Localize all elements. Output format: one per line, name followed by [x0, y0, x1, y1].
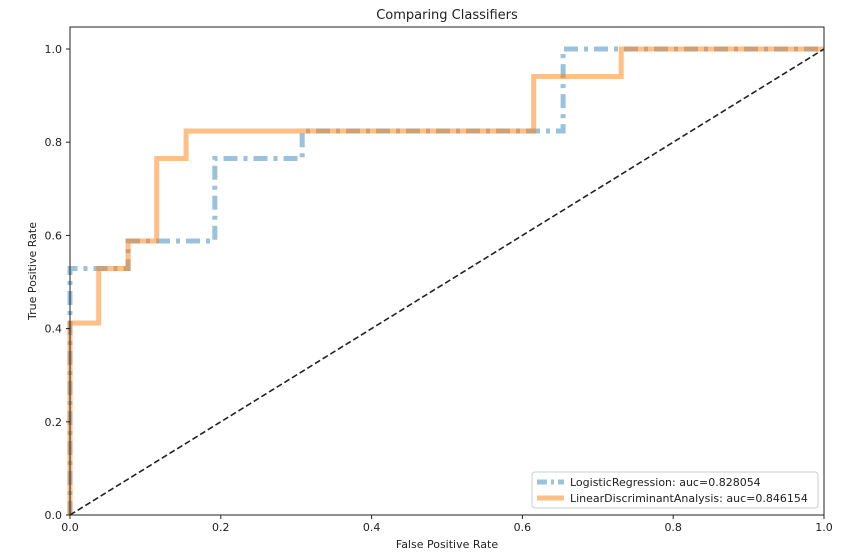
legend: LogisticRegression: auc=0.828054 LinearDi…: [531, 471, 819, 509]
x-tick-label: 0.6: [514, 521, 532, 534]
y-tick-label: 0.2: [45, 416, 63, 429]
y-tick-label: 0.6: [45, 229, 63, 242]
series-line-1: [67, 46, 824, 515]
x-tick-label: 0.0: [61, 521, 79, 534]
chance-diagonal-line: [69, 48, 825, 516]
y-tick-label: 0.8: [45, 136, 63, 149]
x-axis-label: False Positive Rate: [396, 538, 498, 551]
series-line-0: [67, 46, 824, 515]
legend-label: LogisticRegression: auc=0.828054: [570, 476, 761, 489]
chart-title: Comparing Classifiers: [376, 8, 518, 23]
y-axis-label: True Positive Rate: [26, 222, 39, 321]
axes-frame: [69, 26, 825, 516]
legend-box: [531, 471, 819, 509]
y-tick-label: 0.0: [45, 509, 63, 522]
x-tick-label: 0.2: [212, 521, 230, 534]
y-tick-label: 0.4: [45, 323, 63, 336]
axis-ticks: 0.0 0.2 0.4 0.6 0.8 1.0 0.0 0.2 0.4 0.6 0.8 1.0: [45, 43, 833, 534]
x-tick-label: 0.4: [363, 521, 381, 534]
x-tick-label: 0.8: [664, 521, 682, 534]
legend-label: LinearDiscriminantAnalysis: auc=0.846154: [570, 492, 808, 505]
x-tick-label: 1.0: [815, 521, 833, 534]
y-tick-label: 1.0: [45, 43, 63, 56]
plot-area: [67, 46, 825, 516]
